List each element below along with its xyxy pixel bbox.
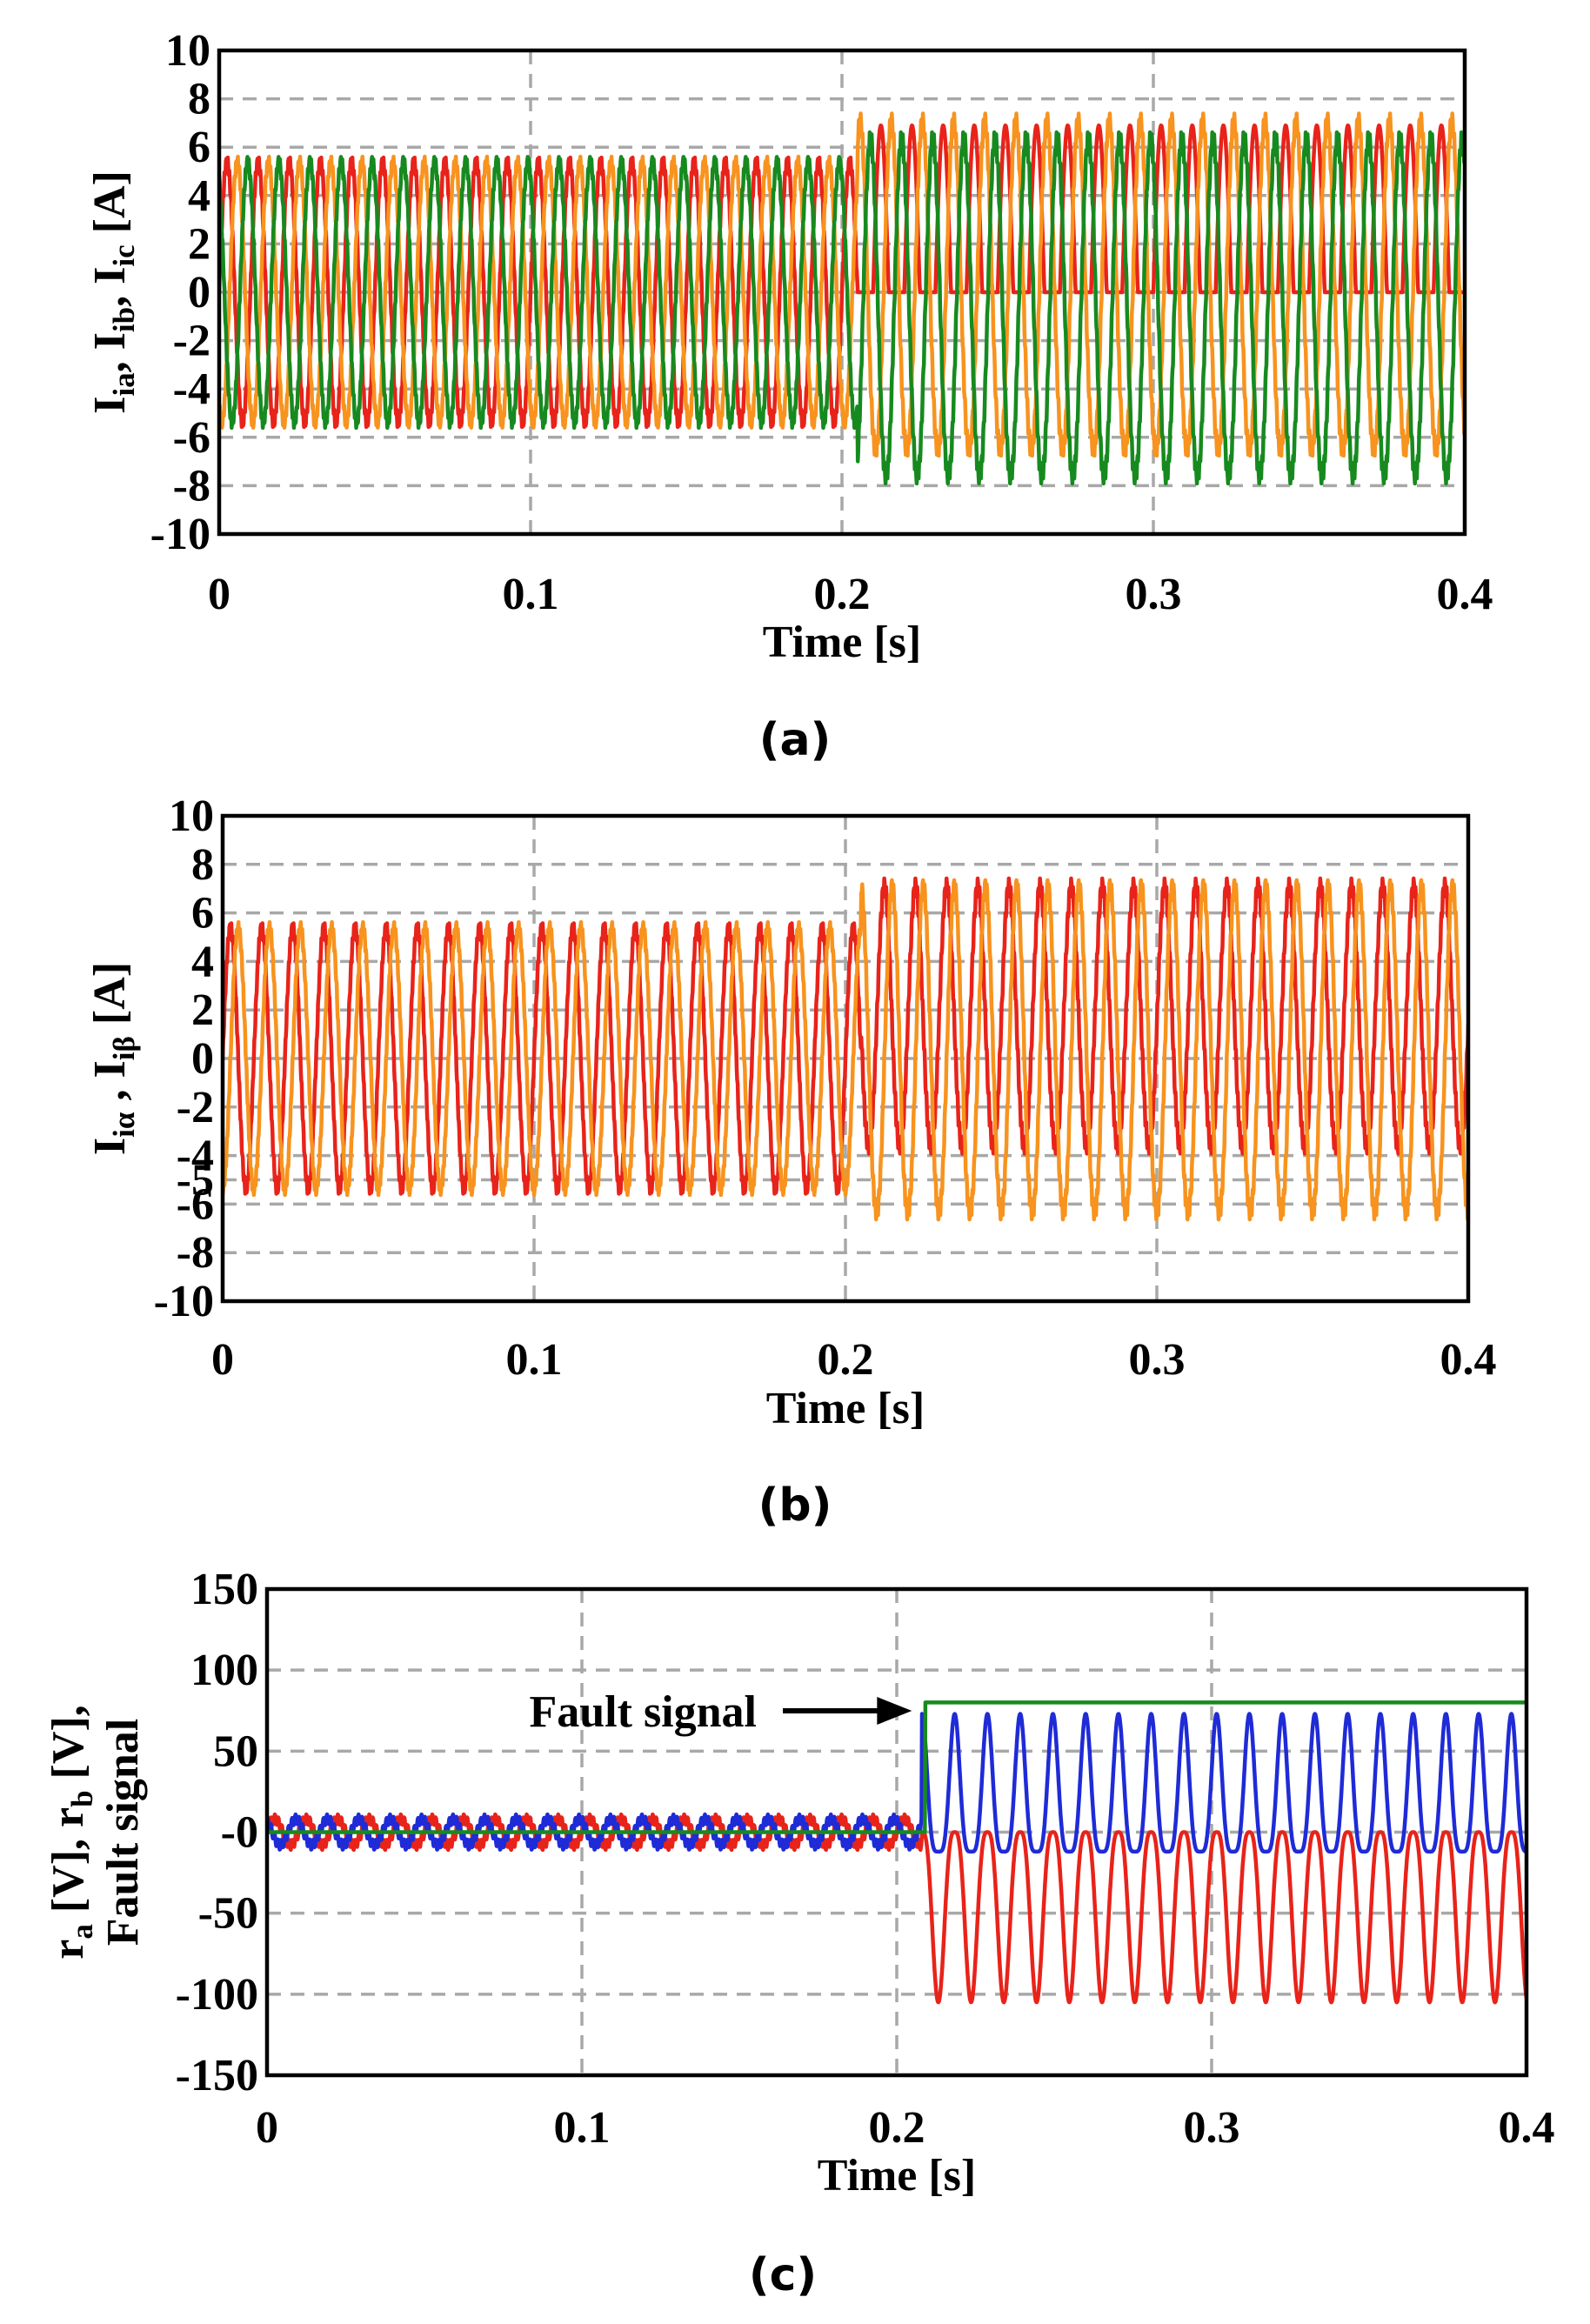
x-tick-label: 0.4 bbox=[1437, 570, 1493, 619]
series-i-iβ bbox=[223, 878, 1468, 1222]
y-tick-label: 10 bbox=[165, 26, 210, 76]
x-tick-label: 0.2 bbox=[814, 570, 871, 619]
plot-frame bbox=[217, 48, 1467, 537]
y-tick-label: -4 bbox=[177, 1132, 214, 1181]
y-tick-label: -6 bbox=[177, 1179, 214, 1229]
y-tick-label: -100 bbox=[176, 1970, 258, 2020]
y-tick-label: 6 bbox=[188, 123, 210, 172]
y-tick-label: 150 bbox=[190, 1565, 258, 1614]
x-tick-label: 0.3 bbox=[1184, 2103, 1240, 2153]
y-tick-label: 2 bbox=[188, 219, 210, 269]
y-axis-label-line: ra [V], rb [V], bbox=[43, 1705, 99, 1960]
y-tick-label: 6 bbox=[191, 889, 214, 938]
panel-caption: (b) bbox=[758, 1479, 832, 1532]
x-tick-label: 0 bbox=[256, 2103, 278, 2153]
y-tick-label: -6 bbox=[173, 413, 210, 463]
y-tick-label: -5 bbox=[177, 1156, 214, 1205]
y-tick-label: -8 bbox=[177, 1228, 214, 1278]
plot-frame bbox=[264, 1586, 1529, 2078]
x-axis-label: Time [s] bbox=[766, 1384, 925, 1433]
series-r-b bbox=[267, 1712, 1527, 1854]
series-fault-signal bbox=[267, 1700, 1527, 1834]
y-tick-label: 10 bbox=[169, 791, 214, 841]
y-tick-label: -0 bbox=[221, 1808, 258, 1858]
y-tick-label: 8 bbox=[191, 840, 214, 890]
x-tick-label: 0 bbox=[211, 1335, 234, 1385]
x-tick-label: 0.1 bbox=[554, 2103, 611, 2153]
series-i-ib bbox=[219, 111, 1465, 458]
x-tick-label: 0.3 bbox=[1129, 1335, 1186, 1385]
x-tick-label: 0.4 bbox=[1440, 1335, 1497, 1385]
x-tick-label: 0.3 bbox=[1126, 570, 1182, 619]
y-tick-label: -10 bbox=[150, 510, 210, 559]
annotation-text: Fault signal bbox=[530, 1687, 758, 1737]
y-axis-label: Iia, Iib, Iic [A] bbox=[85, 170, 141, 414]
x-axis-label: Time [s] bbox=[763, 618, 921, 667]
y-axis-label-line: Fault signal bbox=[98, 1719, 148, 1947]
x-tick-label: 0.1 bbox=[503, 570, 559, 619]
series-i-iα bbox=[223, 876, 1468, 1196]
x-tick-label: 0.2 bbox=[818, 1335, 874, 1385]
y-tick-label: -2 bbox=[177, 1083, 214, 1132]
y-tick-label: -10 bbox=[154, 1277, 214, 1326]
y-tick-label: -50 bbox=[198, 1889, 258, 1939]
x-axis-label: Time [s] bbox=[818, 2151, 976, 2200]
y-tick-label: 0 bbox=[188, 268, 210, 317]
y-tick-label: 100 bbox=[190, 1646, 258, 1695]
y-tick-label: -8 bbox=[173, 461, 210, 511]
series-group bbox=[267, 1700, 1527, 2005]
y-tick-label: 4 bbox=[191, 937, 214, 986]
x-tick-label: 0.1 bbox=[506, 1335, 563, 1385]
x-tick-label: 0.2 bbox=[869, 2103, 925, 2153]
series-group bbox=[223, 876, 1468, 1222]
y-tick-label: -4 bbox=[173, 364, 210, 414]
series-i-ia bbox=[219, 123, 1465, 430]
y-tick-label: -2 bbox=[173, 317, 210, 366]
x-tick-label: 0 bbox=[208, 570, 230, 619]
plot-frame bbox=[220, 813, 1471, 1304]
panel-caption: (a) bbox=[759, 714, 832, 766]
annotation-arrow-head bbox=[877, 1697, 912, 1725]
y-tick-label: 0 bbox=[191, 1034, 214, 1084]
y-tick-label: -150 bbox=[176, 2051, 258, 2100]
series-i-ic bbox=[219, 130, 1465, 486]
y-axis-label: Iiα , Iiβ [A] bbox=[85, 962, 141, 1155]
y-tick-label: 8 bbox=[188, 75, 210, 124]
y-tick-label: 4 bbox=[188, 171, 210, 221]
panel-c: -150 -100 -50 -0 50 100 150 0 0.1 0.2 0.3 0.4 Time [… bbox=[43, 1565, 1555, 2301]
x-tick-label: 0.4 bbox=[1499, 2103, 1555, 2153]
y-tick-label: 50 bbox=[213, 1726, 258, 1776]
y-tick-label: 2 bbox=[191, 985, 214, 1035]
series-group bbox=[219, 111, 1465, 486]
panel-caption: (c) bbox=[749, 2249, 817, 2301]
